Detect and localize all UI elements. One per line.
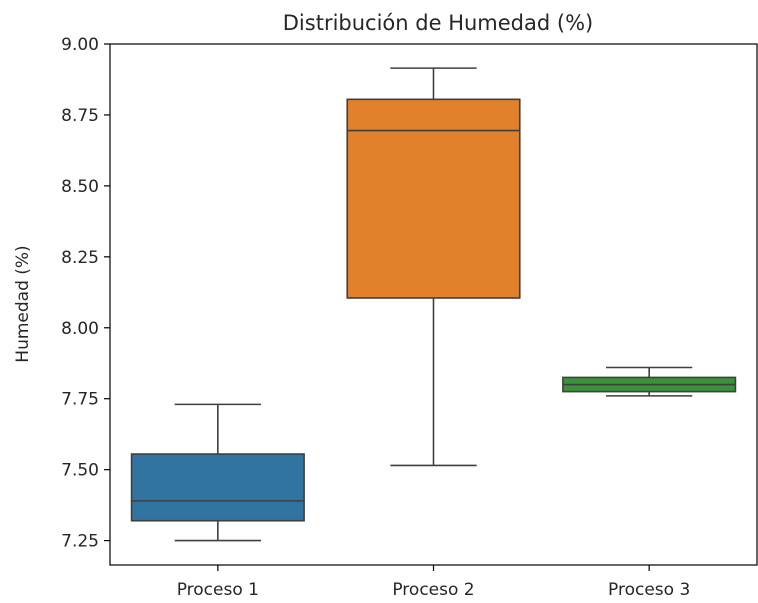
y-tick-label-6: 8.50 <box>61 177 99 197</box>
y-tick-label-4: 8.00 <box>61 319 99 339</box>
x-tick-label-1: Proceso 1 <box>177 580 259 600</box>
plot-area: 7.25 7.50 7.75 8.00 8.25 8.50 8.75 9.00 Proceso … <box>61 35 758 600</box>
x-tick-label-2: Proceso 2 <box>392 580 474 600</box>
chart-title: Distribución de Humedad (%) <box>283 11 593 35</box>
y-tick-label-7: 8.75 <box>61 106 99 126</box>
y-tick-label-2: 7.50 <box>61 461 99 481</box>
box-2 <box>346 98 521 299</box>
y-tick-label-1: 7.25 <box>61 532 99 552</box>
y-tick-label-3: 7.75 <box>61 390 99 410</box>
x-tick-label-3: Proceso 3 <box>608 580 690 600</box>
y-tick-label-5: 8.25 <box>61 248 99 268</box>
box-1 <box>130 453 305 522</box>
y-tick-label-8: 9.00 <box>61 35 99 55</box>
y-axis-title: Humedad (%) <box>13 245 33 362</box>
